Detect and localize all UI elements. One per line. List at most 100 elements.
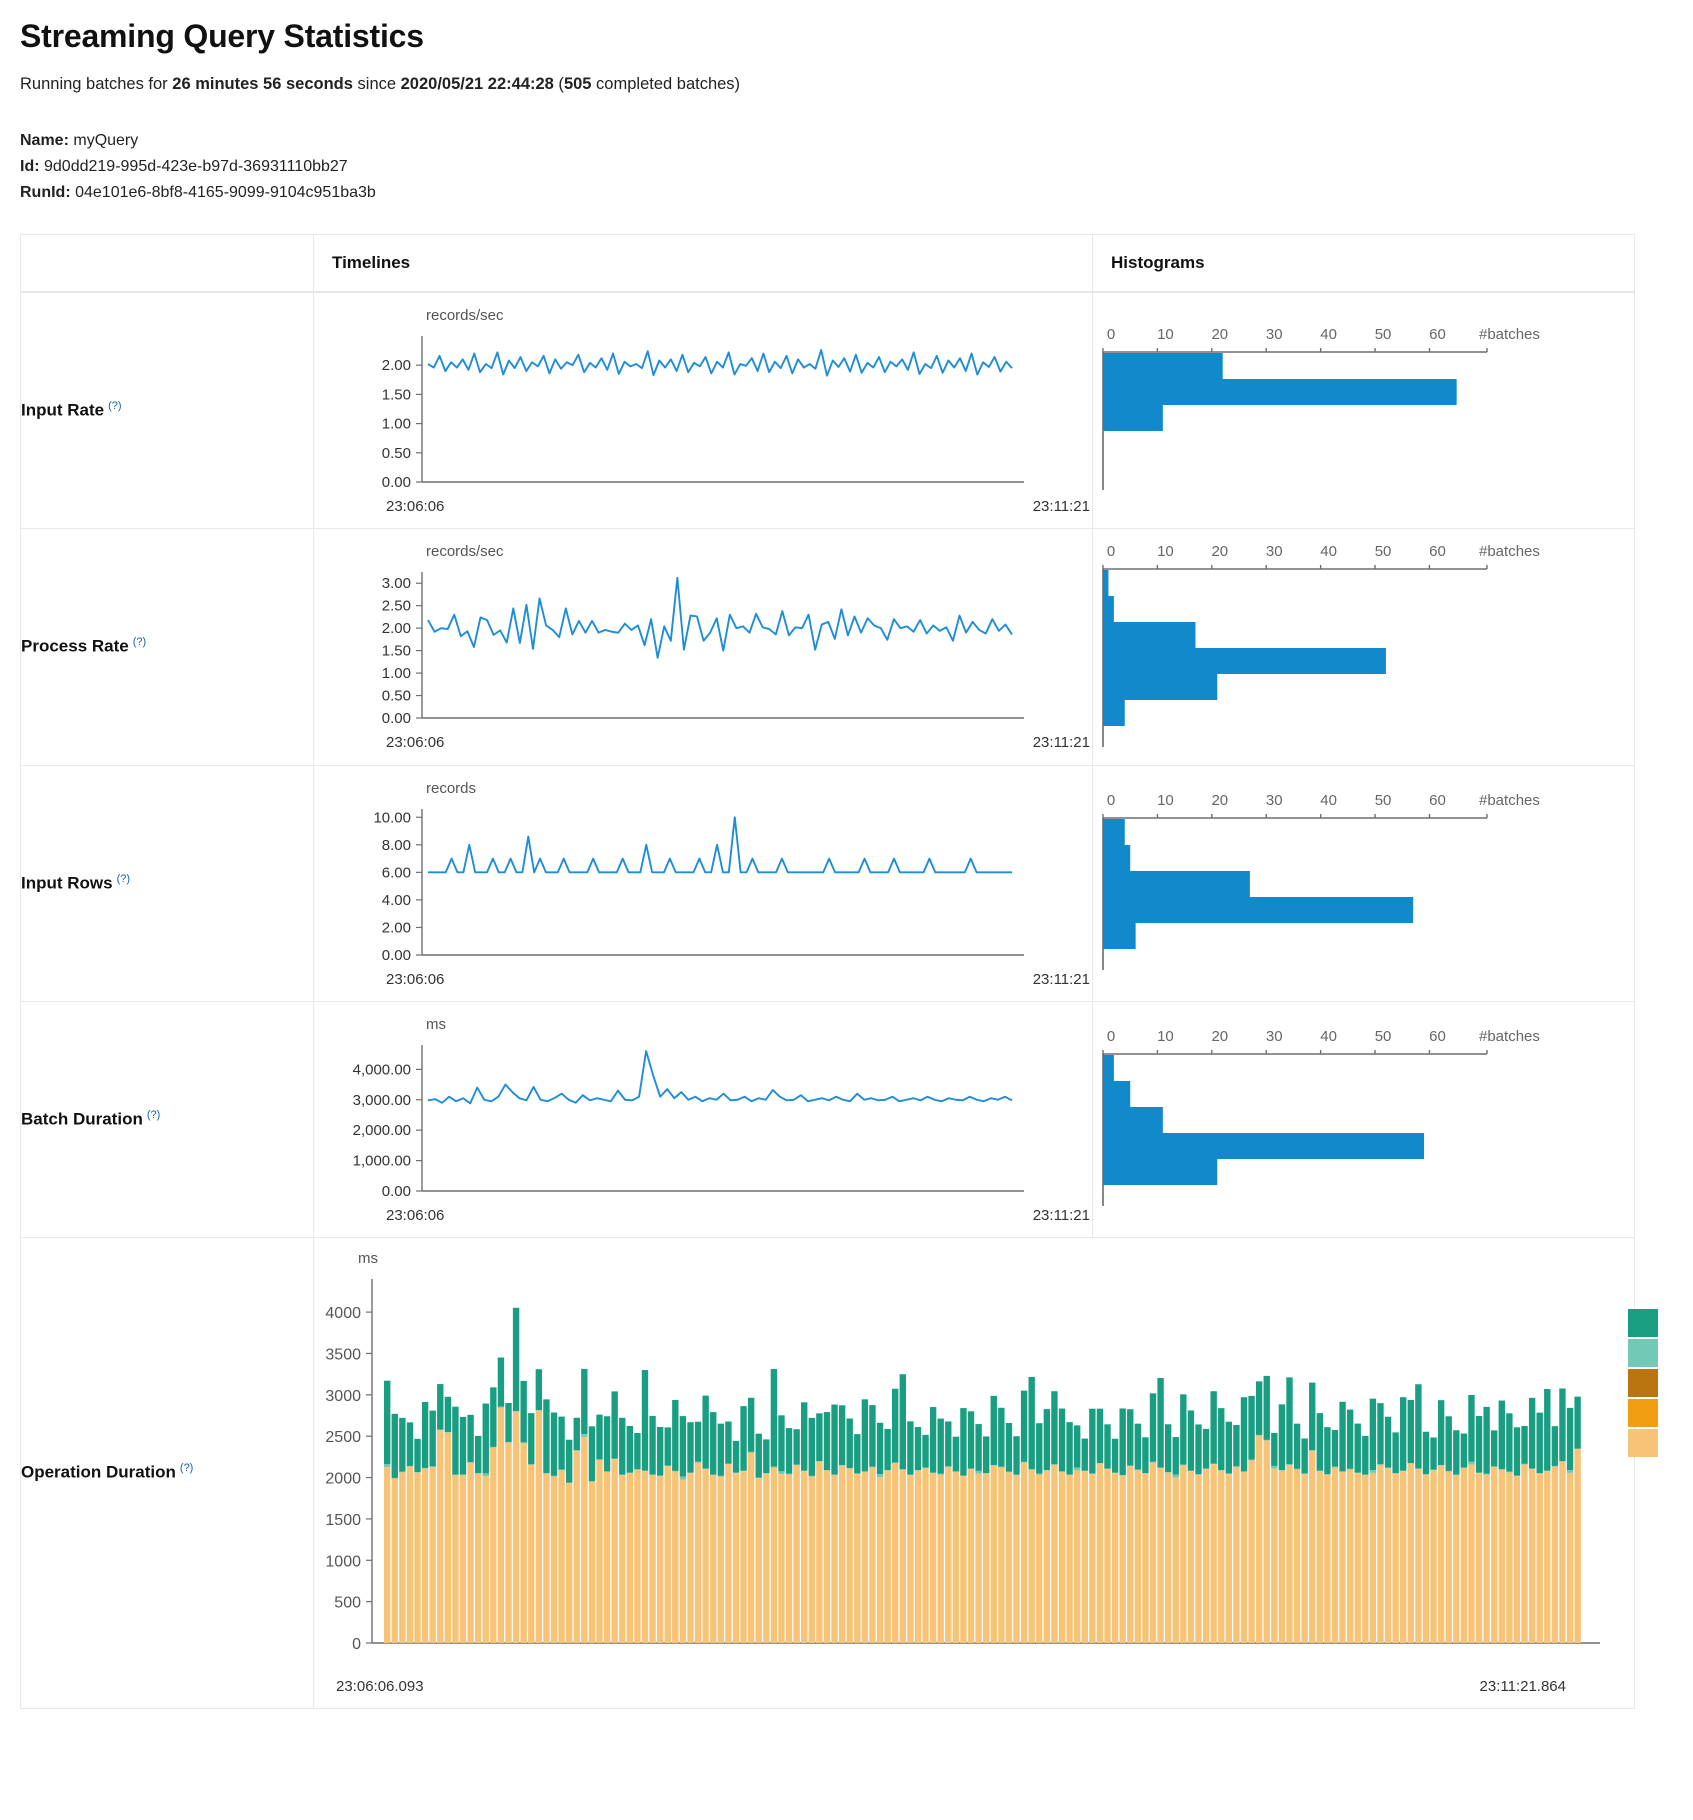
- operation-duration-cell: ms 0 500 1000 1500 2000 2500 3000 3500 4000 23:0…: [313, 1236, 1658, 1709]
- operation-duration-unit: ms: [358, 1249, 378, 1267]
- timeline-end-label: 23:11:21: [1032, 497, 1090, 515]
- status-prefix: Running batches for: [20, 75, 173, 93]
- timeline-chart-input-rate[interactable]: 0.00 0.50 1.00 1.50 2.00: [314, 330, 1092, 498]
- histogram-tick-label: 0: [1106, 326, 1116, 344]
- timeline-end-label: 23:11:21: [1032, 734, 1090, 752]
- histogram-batch-duration: 0 10 20 30 40 50 60 #batches: [1093, 1014, 1634, 1224]
- row-label-process-rate: Process Rate (?): [20, 527, 314, 766]
- histogram-input-rate: 0 10 20 30 40 50 60 #batches: [1093, 312, 1634, 508]
- help-icon[interactable]: (?): [116, 872, 131, 885]
- histogram-tick-label: 10: [1157, 542, 1174, 560]
- timeline-start-label: 23:06:06: [386, 734, 445, 752]
- svg-text:0.50: 0.50: [382, 445, 411, 462]
- status-open-paren: (: [553, 75, 564, 93]
- timeline-input-rows: records 0.00 2.00 4.00 6.00 8.00 10.00 23:06:…: [314, 766, 1092, 1001]
- query-metadata: Name: myQuery Id: 9d0dd219-995d-423e-b97…: [20, 128, 1673, 206]
- table-header-row: Timelines Histograms: [20, 233, 1635, 293]
- svg-text:3500: 3500: [325, 1346, 361, 1363]
- help-icon[interactable]: (?): [179, 1462, 194, 1475]
- legend-swatch-4[interactable]: [1628, 1428, 1658, 1457]
- timeline-end-label: 23:11:21: [1032, 970, 1090, 988]
- timeline-chart-batch-duration[interactable]: 0.00 1,000.00 2,000.00 3,000.00 4,000.00: [314, 1039, 1092, 1207]
- operation-duration-end-label: 23:11:21.864: [1479, 1677, 1566, 1695]
- histogram-tick-label: 50: [1374, 326, 1392, 344]
- svg-text:1.00: 1.00: [382, 665, 411, 682]
- histogram-cell-input-rows: 0 10 20 30 40 50 60 #batches: [1092, 764, 1635, 1002]
- timeline-chart-process-rate[interactable]: 0.00 0.50 1.00 1.50 2.00 2.50 3.00: [314, 566, 1092, 734]
- table-row: Process Rate (?) records/sec 0.00 0.50 1.00…: [20, 527, 1635, 766]
- svg-text:1.50: 1.50: [382, 643, 411, 660]
- table-head: Timelines Histograms: [20, 233, 1635, 293]
- timeline-start-label: 23:06:06: [386, 497, 445, 515]
- histogram-chart-batch-duration[interactable]: [1093, 1050, 1634, 1214]
- svg-text:0.00: 0.00: [382, 947, 411, 964]
- operation-duration-legend[interactable]: [1628, 1308, 1658, 1459]
- legend-swatch-0[interactable]: [1628, 1308, 1658, 1337]
- timeline-unit: records/sec: [426, 306, 504, 324]
- histogram-axis-unit: #batches: [1479, 542, 1540, 560]
- timeline-start-label: 23:06:06: [386, 970, 445, 988]
- svg-text:1000: 1000: [325, 1553, 361, 1570]
- histogram-axis-labels: 0 10 20 30 40 50 60 #batches: [1101, 326, 1634, 348]
- histogram-tick-label: 60: [1429, 542, 1446, 560]
- histogram-input-rows: 0 10 20 30 40 50 60 #batches: [1093, 778, 1634, 988]
- legend-swatch-2[interactable]: [1628, 1368, 1658, 1397]
- timeline-cell-batch-duration: ms 0.00 1,000.00 2,000.00 3,000.00 4,000.00 …: [313, 1000, 1093, 1238]
- timeline-cell-input-rows: records 0.00 2.00 4.00 6.00 8.00 10.00 23:06:…: [313, 764, 1093, 1002]
- histogram-axis-unit: #batches: [1479, 326, 1540, 344]
- svg-text:2500: 2500: [325, 1429, 361, 1446]
- svg-text:6.00: 6.00: [382, 864, 411, 881]
- legend-swatch-1[interactable]: [1628, 1338, 1658, 1367]
- timeline-input-rate: records/sec 0.00 0.50 1.00 1.50 2.00 23:06:0…: [314, 293, 1092, 528]
- histogram-tick-label: 30: [1265, 326, 1283, 344]
- svg-text:3.00: 3.00: [382, 575, 411, 592]
- histogram-tick-label: 30: [1265, 542, 1283, 560]
- svg-text:10.00: 10.00: [373, 809, 411, 826]
- histogram-process-rate: 0 10 20 30 40 50 60 #batches: [1093, 529, 1634, 765]
- svg-text:1500: 1500: [325, 1512, 361, 1529]
- help-icon[interactable]: (?): [108, 399, 122, 412]
- histogram-tick-label: 20: [1211, 326, 1229, 344]
- histogram-tick-label: 30: [1265, 1028, 1283, 1046]
- histogram-chart-input-rows[interactable]: [1093, 814, 1634, 978]
- table-row: Input Rate (?) records/sec 0.00 0.50 1.00 1.…: [20, 291, 1635, 529]
- svg-text:1.50: 1.50: [382, 386, 411, 403]
- histogram-tick-label: 60: [1429, 326, 1446, 344]
- timeline-unit: ms: [426, 1015, 446, 1033]
- row-label-text: Process Rate: [21, 637, 129, 657]
- histogram-tick-label: 10: [1157, 792, 1174, 810]
- histogram-tick-label: 0: [1106, 792, 1116, 810]
- histogram-axis-labels: 0 10 20 30 40 50 60 #batches: [1101, 543, 1634, 565]
- timeline-chart-input-rows[interactable]: 0.00 2.00 4.00 6.00 8.00 10.00: [314, 803, 1092, 971]
- row-label-text: Batch Duration: [21, 1109, 143, 1129]
- operation-duration-chart[interactable]: 0 500 1000 1500 2000 2500 3000 3500 4000: [314, 1271, 1614, 1676]
- histogram-cell-batch-duration: 0 10 20 30 40 50 60 #batches: [1092, 1000, 1635, 1238]
- histogram-cell-input-rate: 0 10 20 30 40 50 60 #batches: [1092, 291, 1635, 529]
- status-start-time: 2020/05/21 22:44:28: [400, 75, 554, 93]
- histogram-chart-input-rate[interactable]: [1093, 348, 1634, 498]
- row-label-operation-duration: Operation Duration (?): [20, 1236, 314, 1709]
- row-label-batch-duration: Batch Duration (?): [20, 1000, 314, 1238]
- timeline-start-label: 23:06:06: [386, 1206, 445, 1224]
- legend-swatch-3[interactable]: [1628, 1398, 1658, 1427]
- svg-text:0: 0: [352, 1636, 361, 1653]
- help-icon[interactable]: (?): [146, 1108, 161, 1121]
- row-label-input-rows: Input Rows (?): [20, 764, 314, 1002]
- header-timelines: Timelines: [313, 233, 1093, 293]
- timeline-process-rate: records/sec 0.00 0.50 1.00 1.50 2.00 2.50 3.00…: [314, 529, 1092, 764]
- histogram-axis-labels: 0 10 20 30 40 50 60 #batches: [1101, 792, 1634, 814]
- histogram-chart-process-rate[interactable]: [1093, 564, 1634, 755]
- histogram-axis-unit: #batches: [1479, 792, 1540, 810]
- timeline-end-label: 23:11:21: [1032, 1206, 1090, 1224]
- timeline-xaxis-labels: 23:06:06 23:11:21: [314, 971, 1092, 991]
- meta-name-row: Name: myQuery: [20, 128, 1673, 154]
- histogram-tick-label: 40: [1320, 792, 1337, 810]
- svg-text:0.00: 0.00: [382, 474, 411, 491]
- operation-duration-xaxis-labels: 23:06:06.093 23:11:21.864: [314, 1678, 1634, 1700]
- svg-text:3,000.00: 3,000.00: [353, 1091, 411, 1108]
- help-icon[interactable]: (?): [132, 636, 147, 649]
- svg-text:1,000.00: 1,000.00: [353, 1152, 411, 1169]
- row-label-text: Input Rows: [21, 873, 113, 893]
- statistics-table: Timelines Histograms Input Rate (?) recor…: [20, 233, 1658, 1709]
- header-blank: [20, 233, 314, 293]
